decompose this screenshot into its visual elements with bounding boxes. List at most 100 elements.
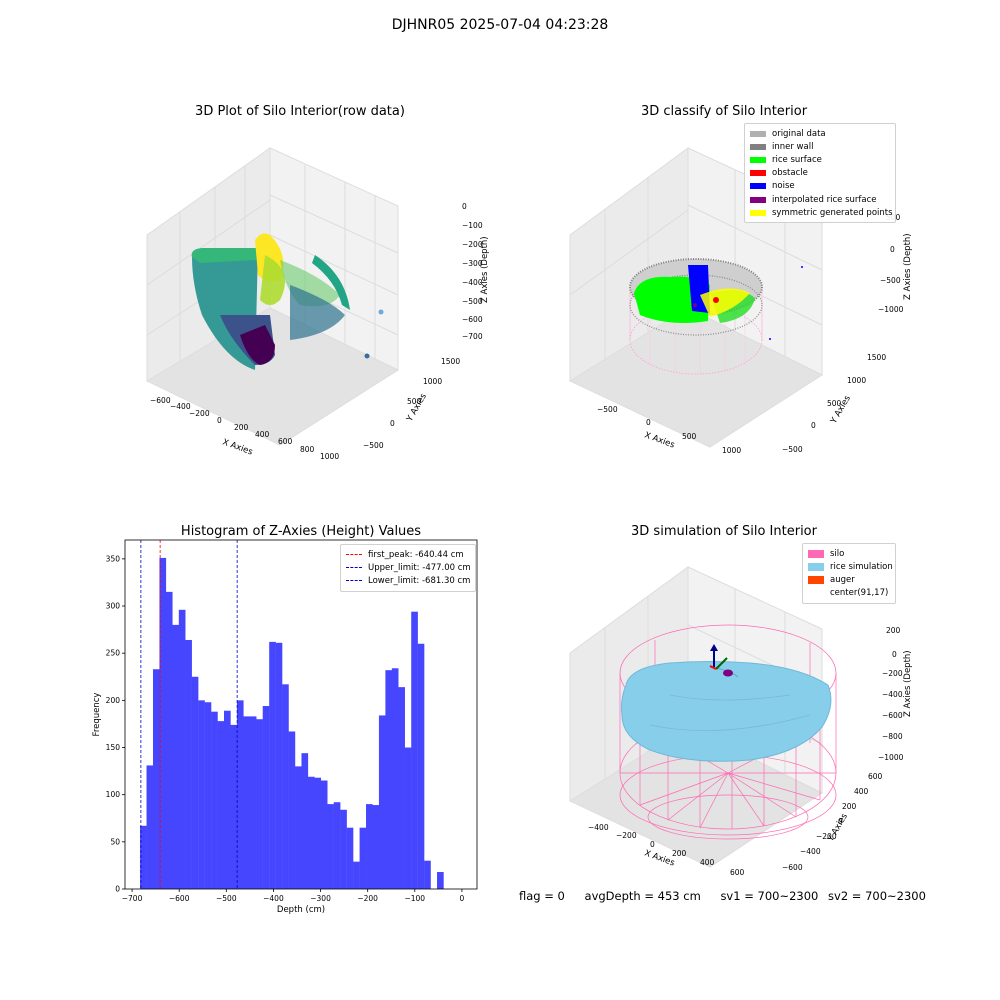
sv2-text: sv2 = 700~2300 <box>828 889 926 903</box>
histogram-bar <box>359 827 367 889</box>
histogram-bar <box>243 716 251 889</box>
legend-swatch <box>750 156 766 163</box>
histogram-frame <box>124 539 478 890</box>
panel4-3d-plot[interactable]: −400 −200 0 200 400 600 X Axies −600 −40… <box>560 555 920 885</box>
panel4-z-tick: −600 <box>882 711 903 720</box>
panel4-y-tick: 0 <box>838 817 843 826</box>
legend-line <box>346 554 362 556</box>
histogram-bar <box>417 643 425 889</box>
legend-swatch <box>808 562 824 571</box>
panel1-z-tick: −300 <box>462 259 483 268</box>
panel1-z-tick: −200 <box>462 240 483 249</box>
legend-item: silo <box>808 547 890 560</box>
x-tick-label: −400 <box>263 894 284 903</box>
panel4-y-tick: −400 <box>800 847 821 856</box>
histogram-bar <box>224 710 231 889</box>
panel4-x-tick: −200 <box>616 831 637 840</box>
panel1-x-tick: −400 <box>170 402 191 411</box>
x-tick-label: 0 <box>460 894 465 903</box>
panel2-x-tick: 0 <box>646 418 651 427</box>
panel4-center-axes <box>709 644 728 670</box>
panel4-x-tick: −400 <box>588 823 609 832</box>
legend-swatch <box>808 549 824 558</box>
sv1-text: sv1 = 700~2300 <box>720 889 819 903</box>
panel4-z-tick: 0 <box>892 650 897 659</box>
legend-swatch <box>750 196 766 203</box>
panel1-z-tick: 0 <box>462 202 467 211</box>
legend-item: inner wall <box>750 140 890 153</box>
legend-label: auger <box>830 574 855 585</box>
panel4-y-tick: −200 <box>816 832 837 841</box>
panel1-x-tick: 400 <box>255 430 270 439</box>
legend-item: Upper_limit: -477.00 cm <box>346 561 471 574</box>
panel3-legend: first_peak: -640.44 cm Upper_limit: -477… <box>340 544 476 592</box>
panel4-z-tick: −1000 <box>878 753 904 762</box>
legend-swatch <box>750 183 766 190</box>
panel2-x-tick: 500 <box>682 432 697 441</box>
panel2-x-label: X Axies <box>643 430 676 450</box>
panel1-y-tick: −500 <box>363 441 384 450</box>
legend-item: auger <box>808 573 890 586</box>
histogram-bar <box>320 780 328 889</box>
panel1-z-ticks: 0 −100 −200 −300 −400 −500 −600 −700 <box>462 202 483 341</box>
legend-label: Lower_limit: -681.30 cm <box>368 575 471 586</box>
histogram-bar <box>424 860 431 889</box>
legend-item: interpolated rice surface <box>750 193 890 206</box>
histogram-bar <box>217 721 225 889</box>
legend-swatch <box>750 209 766 216</box>
legend-item: symmetric generated points <box>750 206 893 219</box>
histogram-bar <box>411 611 418 889</box>
panel4-z-ticks: 200 0 −200 −400 −600 −800 −1000 <box>878 626 904 762</box>
legend-line <box>346 567 362 569</box>
x-tick-label: −100 <box>404 894 425 903</box>
histogram-bar <box>269 641 276 889</box>
legend-swatch <box>808 575 824 584</box>
panel1-y-ticks: −500 0 500 1000 1500 <box>363 357 460 450</box>
panel4-x-tick: 400 <box>700 858 715 867</box>
panel2-y-tick: 1500 <box>867 353 886 362</box>
panel1-x-ticks: −600 −400 −200 0 200 400 600 800 1000 <box>150 396 339 461</box>
histogram-bar <box>236 700 244 889</box>
legend-item: obstacle <box>750 167 890 180</box>
panel4-legend: silo rice simulation auger center(91,17) <box>802 543 896 604</box>
histogram-bar <box>146 765 154 889</box>
histogram-bar <box>178 609 186 889</box>
histogram-bar <box>385 670 393 889</box>
panel2-x-tick: 1000 <box>722 446 741 455</box>
legend-label: symmetric generated points <box>772 207 893 218</box>
panel1-panes <box>145 147 400 446</box>
y-tick-label: 100 <box>106 790 121 799</box>
panel1-y-tick: 1500 <box>441 357 460 366</box>
panel1-x-tick: 1000 <box>320 452 339 461</box>
histogram-bar <box>191 676 199 889</box>
histogram-bar <box>288 731 296 889</box>
histogram-bar <box>295 766 302 889</box>
panel1-3d-plot[interactable]: −600 −400 −200 0 200 400 600 800 1000 X … <box>130 135 490 475</box>
panel4-z-tick: −200 <box>882 669 903 678</box>
panel4-y-tick: 200 <box>842 802 857 811</box>
panel1-z-tick: −700 <box>462 332 483 341</box>
legend-item: Lower_limit: -681.30 cm <box>346 574 470 587</box>
x-tick-label: −600 <box>169 894 190 903</box>
legend-item: center(91,17) <box>808 587 890 600</box>
legend-item: original data <box>750 127 890 140</box>
legend-label: silo <box>830 548 845 559</box>
panel1-z-label: Z Axies (Depth) <box>480 236 490 303</box>
histogram-chart[interactable]: −700 −600 −500 −400 −300 −200 −100 0 0 50 100 150 20… <box>85 530 495 920</box>
histogram-bar <box>256 719 263 889</box>
legend-swatch <box>750 130 766 137</box>
flag-text: flag = 0 <box>519 889 565 903</box>
figure-title: DJHNR05 2025-07-04 04:23:28 <box>391 17 609 33</box>
histogram-bar <box>282 684 289 889</box>
histogram-bar <box>398 687 405 889</box>
panel1-x-tick: 0 <box>217 416 222 425</box>
panel2-x-tick: −500 <box>597 405 618 414</box>
histogram-bar <box>230 724 238 889</box>
panel2-y-ticks: −500 0 500 1000 1500 <box>782 353 886 454</box>
panel1-title: 3D Plot of Silo Interior(row data) <box>195 104 405 119</box>
status-line: flag = 0 avgDepth = 453 cm sv1 = 700~230… <box>519 889 942 903</box>
histogram-bar <box>404 747 412 889</box>
x-tick-label: −700 <box>122 894 143 903</box>
legend-item: first_peak: -640.44 cm <box>346 548 470 561</box>
panel4-y-tick: −600 <box>782 863 803 872</box>
